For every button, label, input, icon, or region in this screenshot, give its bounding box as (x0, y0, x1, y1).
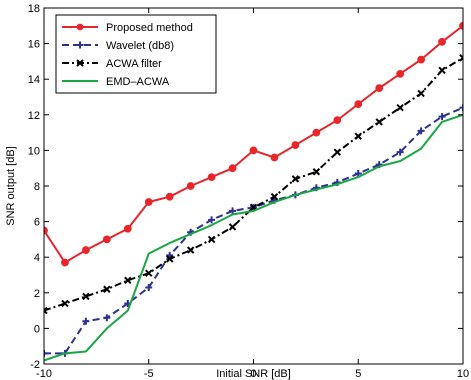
x-tick-label: 5 (355, 368, 361, 380)
legend-label: Wavelet (db8) (106, 40, 174, 52)
y-tick-label: 0 (34, 323, 40, 335)
data-point (291, 141, 300, 149)
x-tick-label: -5 (144, 368, 154, 380)
axes-layer: -10 -5 0 5 10 -2 0 2 4 6 8 10 12 14 16 18 (28, 3, 469, 380)
data-point (228, 164, 237, 173)
data-point (123, 224, 132, 233)
data-point (207, 235, 216, 244)
y-tick-label: 6 (34, 217, 40, 229)
data-point (103, 285, 111, 293)
data-point (291, 175, 300, 183)
series-3 (44, 113, 463, 362)
data-point (229, 207, 237, 215)
data-point (270, 153, 279, 162)
data-point (417, 127, 425, 135)
data-point (417, 55, 426, 64)
data-point (102, 235, 111, 244)
data-point (208, 216, 216, 224)
data-point (82, 246, 90, 254)
legend-entry: EMD–ACWA (62, 76, 170, 88)
data-point (375, 118, 383, 126)
series-2 (44, 54, 463, 315)
data-point (61, 299, 69, 308)
y-tick-label: 2 (34, 288, 40, 300)
data-point (186, 182, 195, 190)
legend-entry: Proposed method (62, 22, 193, 34)
x-tick-label: 0 (250, 368, 256, 380)
data-point (249, 146, 258, 155)
legend-label: EMD–ACWA (106, 76, 170, 88)
data-point (186, 246, 195, 254)
data-point (459, 104, 463, 112)
series-line (44, 113, 463, 362)
series-0 (44, 21, 463, 267)
y-tick-label: 8 (34, 181, 40, 193)
data-point (438, 66, 446, 75)
data-point (44, 226, 48, 235)
data-point (124, 276, 132, 285)
y-tick-label: 16 (28, 39, 40, 51)
data-point (312, 128, 321, 137)
y-axis-label: SNR output [dB] (5, 146, 17, 226)
data-point (417, 89, 425, 98)
data-point (82, 317, 90, 325)
legend-label: Proposed method (106, 22, 193, 34)
data-point (354, 100, 363, 109)
data-point (396, 69, 405, 78)
data-point (396, 148, 404, 156)
data-point (375, 84, 384, 92)
legend-marker (76, 23, 84, 31)
x-axis-label: Initial SNR [dB] (216, 368, 291, 380)
data-point (144, 198, 153, 206)
legend-label: ACWA filter (106, 58, 162, 70)
y-tick-label: -2 (30, 359, 40, 371)
data-point (165, 255, 174, 263)
x-tick-label: 10 (457, 368, 469, 380)
data-point (459, 54, 463, 62)
y-tick-label: 4 (34, 252, 40, 264)
data-point (44, 306, 48, 315)
data-point (82, 292, 90, 301)
y-tick-label: 14 (28, 74, 40, 86)
data-point (333, 116, 342, 125)
legend-entry: Wavelet (db8) (62, 40, 174, 52)
y-tick-label: 18 (28, 3, 40, 15)
y-tick-label: 10 (28, 145, 40, 157)
data-point (228, 223, 237, 231)
data-point (165, 192, 174, 201)
legend-marker (76, 59, 84, 67)
data-point (333, 148, 342, 156)
data-point (145, 269, 153, 277)
data-point (459, 21, 463, 30)
data-point (44, 349, 48, 357)
data-point (270, 192, 279, 201)
data-point (103, 314, 111, 322)
data-point (438, 113, 446, 121)
data-point (354, 170, 362, 178)
legend-marker (76, 41, 84, 49)
data-point (145, 283, 153, 291)
data-point (207, 173, 216, 182)
data-point (312, 168, 321, 176)
data-point (396, 103, 404, 112)
legend-entry: ACWA filter (62, 58, 162, 70)
data-point (61, 258, 69, 267)
series-layer (44, 21, 463, 362)
y-tick-label: 12 (28, 110, 40, 122)
data-point (354, 132, 362, 140)
data-point (438, 37, 446, 46)
x-tick-label: -10 (36, 368, 52, 380)
legend: Proposed method Wavelet (db8) ACWA filter E… (55, 14, 217, 94)
